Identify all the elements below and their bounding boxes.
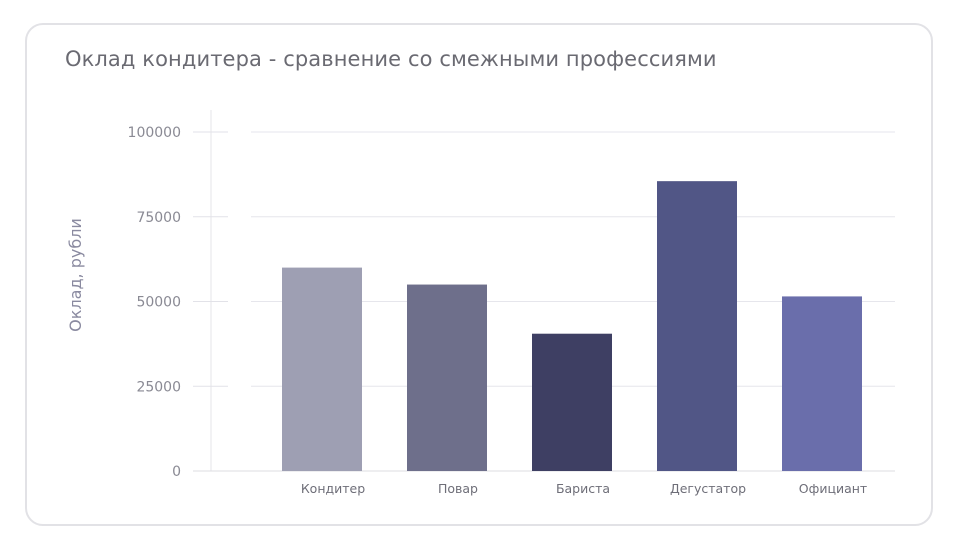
y-axis-title: Оклад, рубли [66,218,85,332]
bar-3 [532,333,612,471]
y-tick-label: 100000 [128,125,181,141]
bar-5 [782,296,862,471]
bar-1 [282,267,362,471]
bar-2 [407,284,487,471]
bars [282,181,862,471]
category-labels: Кондитер Повар Бариста Дегустатор Официант [301,481,867,496]
y-tick-label: 75000 [136,210,181,226]
x-tick-label: Повар [438,481,478,496]
x-tick-label: Дегустатор [670,481,746,496]
bar-4 [657,181,737,471]
y-tick-label: 50000 [136,295,181,311]
x-tick-label: Бариста [556,481,610,496]
axes: 0 25000 50000 75000 100000 [128,110,895,480]
y-tick-label: 25000 [136,379,181,395]
chart-title: Оклад кондитера - сравнение со смежными … [65,47,717,71]
x-tick-label: Официант [799,481,867,496]
y-tick-label: 0 [172,464,181,480]
x-tick-label: Кондитер [301,481,365,496]
